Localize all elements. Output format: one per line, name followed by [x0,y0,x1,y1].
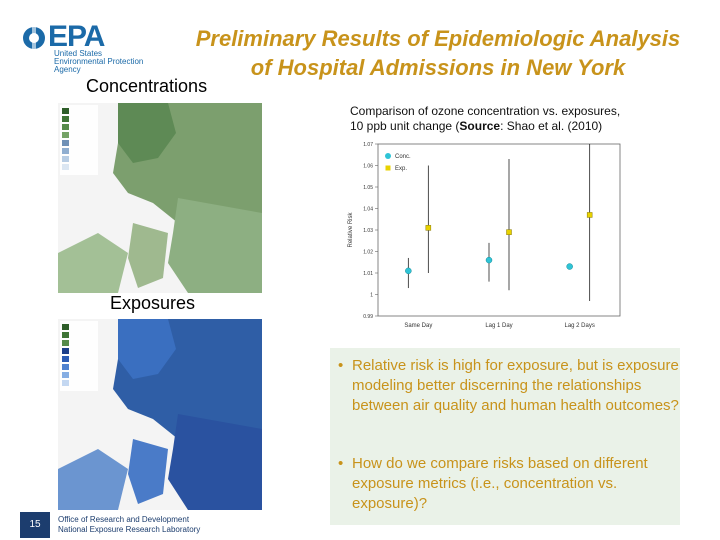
slide-title-line2: of Hospital Admissions in New York [250,55,626,80]
chart-caption-line1: Comparison of ozone concentration vs. ex… [350,104,621,118]
data-point [485,256,493,264]
slide-title-line1: Preliminary Results of Epidemiologic Ana… [195,26,681,51]
y-tick-label: 1 [370,293,373,299]
y-axis-label: Relative Risk [348,211,354,247]
footer-line2: National Exposure Research Laboratory [58,525,201,534]
x-tick-label: Lag 1 Day [485,323,512,329]
bullet-dot-icon: • [338,455,344,472]
y-tick-label: 1.07 [363,142,373,148]
footer-line1: Office of Research and Development [58,515,190,524]
data-point [425,225,432,231]
y-tick-label: 1.06 [363,164,373,170]
epa-flower-icon [23,26,45,50]
data-point [405,267,412,275]
slide-title: Preliminary Results of Epidemiologic Ana… [172,24,704,82]
y-tick-label: 1.05 [363,185,373,191]
relative-risk-chart: 0.99 1 1.01 1.02 1.03 1.04 1.05 1.06 1.07 Relativ… [348,142,621,329]
x-tick-label: Same Day [404,323,432,329]
concentrations-legend [60,105,98,175]
y-tick-label: 1.03 [363,228,373,234]
legend-marker [385,165,391,171]
exposures-label: Exposures [110,293,196,313]
concentrations-map [58,103,262,293]
y-tick-label: 1.04 [363,207,373,213]
data-point [566,263,573,270]
bullet-item: • Relative risk is high for exposure, bu… [338,356,686,416]
exposures-map [58,319,262,510]
bullet-text: How do we compare risks based on differe… [352,455,648,512]
chart-caption-line2: 10 ppb unit change (Source: Shao et al. … [350,119,680,134]
epa-subtitle-line: Agency [54,65,81,74]
chart-caption: Comparison of ozone concentration vs. ex… [350,104,680,134]
bullet-item: • How do we compare risks based on diffe… [338,454,686,514]
legend-marker [385,153,391,159]
y-tick-label: 0.99 [363,314,373,320]
bullet-dot-icon: • [338,357,344,374]
x-tick-label: Lag 2 Days [564,323,594,329]
caption-source-bold: Source [459,119,501,133]
plot-frame [377,143,621,317]
epa-subtitle-line: United States [54,49,103,58]
footer-text: Office of Research and Development Natio… [58,515,200,535]
bullet-box: • Relative risk is high for exposure, bu… [330,348,680,525]
caption-suffix: : Shao et al. (2010) [500,119,603,133]
epa-logo: EPA United States Environmental Protecti… [22,20,182,80]
epa-subtitle-line: Environmental Protection [54,57,144,66]
epa-wordmark: EPA [48,20,105,53]
page-number: 15 [20,512,50,538]
data-point [586,212,593,218]
data-point [506,229,512,235]
exposures-legend [60,321,98,391]
y-tick-label: 1.02 [363,250,373,256]
y-tick-label: 1.01 [363,271,373,277]
concentrations-label: Concentrations [86,76,208,96]
caption-prefix: 10 ppb unit change ( [350,119,460,133]
epa-subtitle: United States Environmental Protection A… [54,50,164,74]
legend-label: Exp. [395,166,407,172]
bullet-text: Relative risk is high for exposure, but … [352,357,679,414]
legend-label: Conc. [395,154,411,160]
